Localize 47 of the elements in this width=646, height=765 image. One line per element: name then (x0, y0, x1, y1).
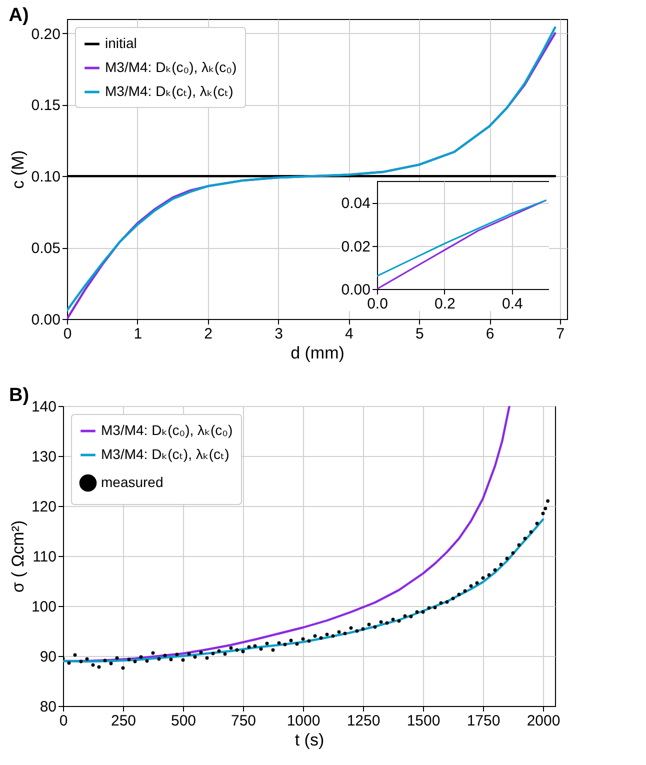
y-tick-label: 0.02 (340, 238, 370, 256)
x-tick-label: 3 (274, 326, 283, 342)
legend-label: M3/M4: Dₖ(cₜ), λₖ(cₜ) (105, 83, 234, 99)
y-tick-label: 0.00 (340, 282, 370, 298)
x-tick-label: 1 (134, 326, 142, 342)
x-tick-label: 7 (556, 326, 565, 342)
y-axis-title: σ ( Ωcm²) (8, 520, 28, 593)
x-tick-label: 500 (170, 712, 196, 730)
x-axis-title: d (mm) (290, 344, 344, 362)
x-tick-label: 6 (486, 326, 494, 342)
x-tick-label: 2 (204, 326, 213, 342)
chart-title: A) (8, 5, 29, 26)
x-tick-label: 0.0 (366, 296, 388, 312)
y-tick-label: 0.05 (31, 240, 60, 258)
y-tick-label: 120 (31, 498, 56, 516)
legend-label: measured (101, 474, 164, 490)
x-tick-label: 0.2 (434, 296, 455, 312)
x-tick-label: 0.4 (501, 296, 522, 312)
y-tick-label: 0.20 (31, 26, 60, 43)
y-axis-title: c (M) (8, 150, 28, 189)
y-tick-label: 100 (31, 598, 56, 616)
x-tick-label: 0 (59, 712, 68, 730)
x-tick-label: 0 (63, 326, 72, 342)
y-tick-label: 140 (31, 398, 56, 416)
y-tick-label: 0.10 (31, 168, 60, 186)
y-tick-label: 80 (40, 698, 56, 716)
y-tick-label: 0.15 (31, 97, 60, 114)
legend-label: M3/M4: Dₖ(cₜ), λₖ(cₜ) (101, 446, 230, 462)
x-tick-label: 2000 (526, 712, 560, 730)
x-tick-label: 1250 (346, 712, 380, 730)
x-tick-label: 1750 (466, 712, 500, 730)
y-tick-label: 0.00 (31, 312, 60, 328)
y-tick-label: 0.04 (340, 195, 370, 212)
x-tick-label: 1000 (286, 712, 320, 730)
y-tick-label: 130 (31, 448, 56, 466)
x-tick-label: 5 (415, 326, 424, 342)
x-tick-label: 4 (345, 326, 354, 342)
legend-label: M3/M4: Dₖ(c₀), λₖ(c₀) (101, 422, 233, 438)
y-tick-label: 90 (40, 648, 56, 666)
y-tick-label: 110 (32, 548, 56, 566)
x-tick-label: 250 (110, 712, 136, 730)
x-tick-label: 1500 (406, 712, 440, 730)
x-tick-label: 750 (230, 712, 256, 730)
x-axis-title: t (s) (294, 730, 324, 750)
legend-label: initial (105, 35, 137, 51)
legend-label: M3/M4: Dₖ(c₀), λₖ(c₀) (105, 59, 237, 75)
chart-title: B) (8, 385, 30, 406)
